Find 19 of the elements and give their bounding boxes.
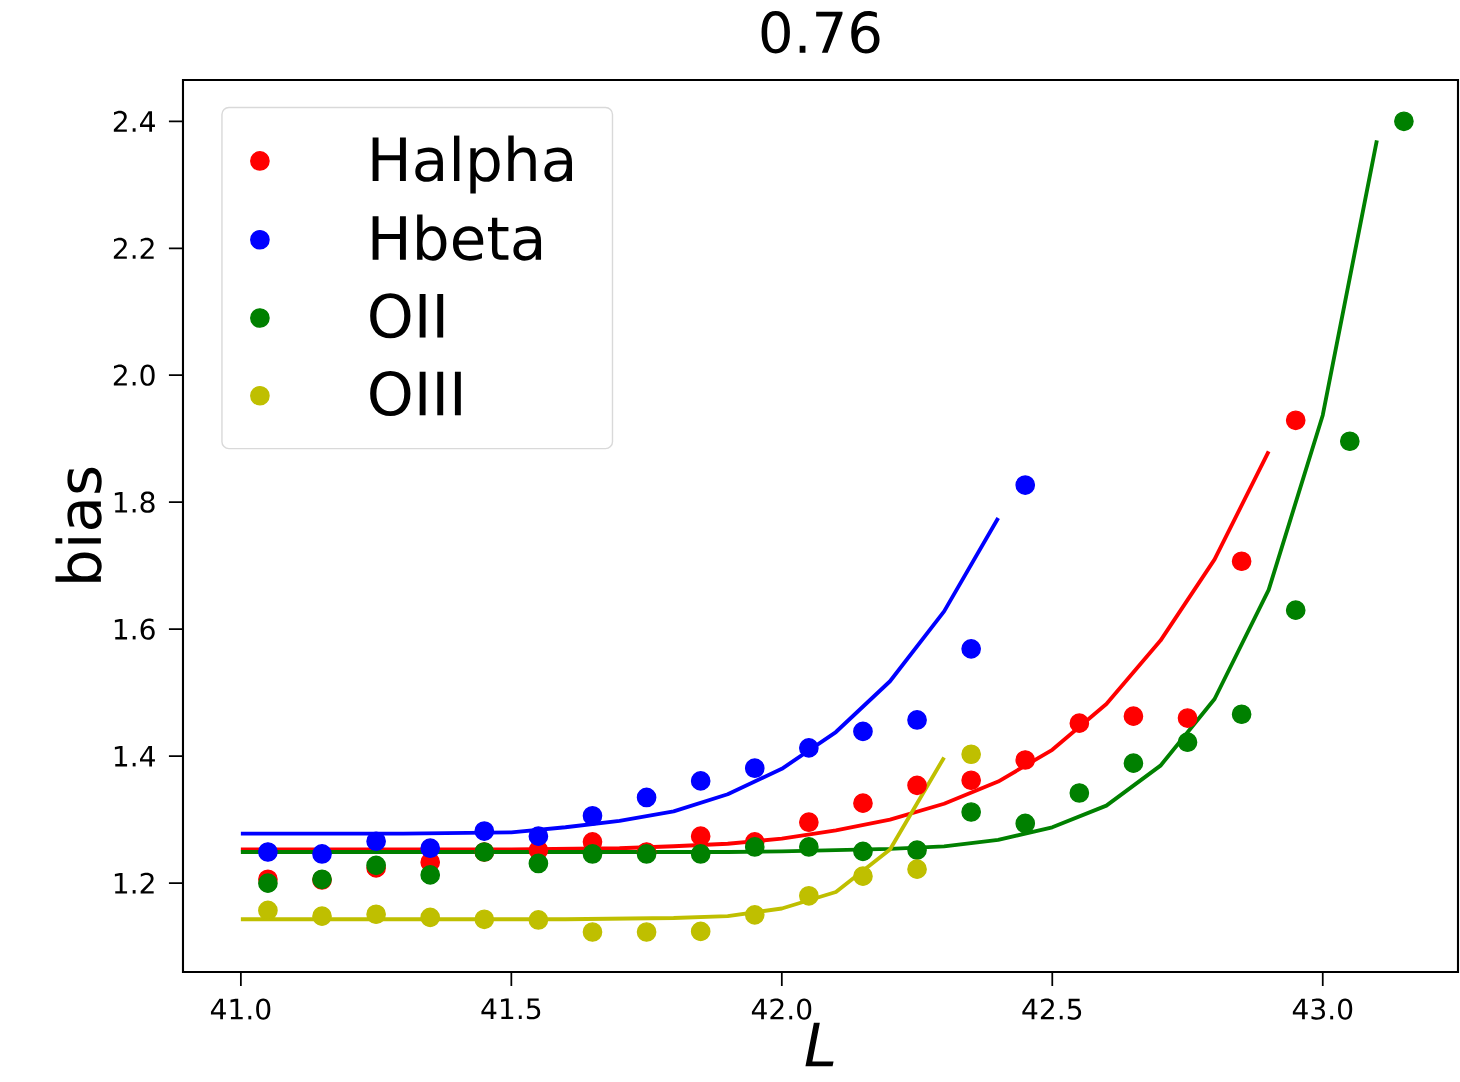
x-tick-label: 41.5 — [481, 998, 541, 1020]
y-tick-label: 2.4 — [113, 110, 155, 132]
legend-label: Hbeta — [372, 214, 542, 261]
x-tick-label: 42.5 — [1022, 998, 1082, 1020]
x-tick-label: 41.0 — [210, 998, 271, 1020]
x-axis-title: L — [805, 1022, 834, 1067]
y-tick-label: 1.6 — [114, 618, 155, 640]
legend-label: Halpha — [372, 135, 572, 194]
x-tick-label: 42.0 — [751, 998, 812, 1020]
x-tick-label: 43.0 — [1292, 998, 1353, 1020]
legend-label: OII — [370, 293, 444, 339]
legend-label: OIII — [370, 370, 461, 417]
y-tick-label: 1.2 — [114, 872, 154, 894]
y-axis-title: bias — [55, 467, 102, 582]
chart-title: 0.76 — [761, 11, 880, 54]
y-tick-label: 2.2 — [113, 237, 154, 259]
y-tick-label: 2.0 — [113, 364, 155, 386]
y-tick-label: 1.4 — [114, 745, 155, 767]
y-tick-label: 1.8 — [114, 491, 155, 513]
